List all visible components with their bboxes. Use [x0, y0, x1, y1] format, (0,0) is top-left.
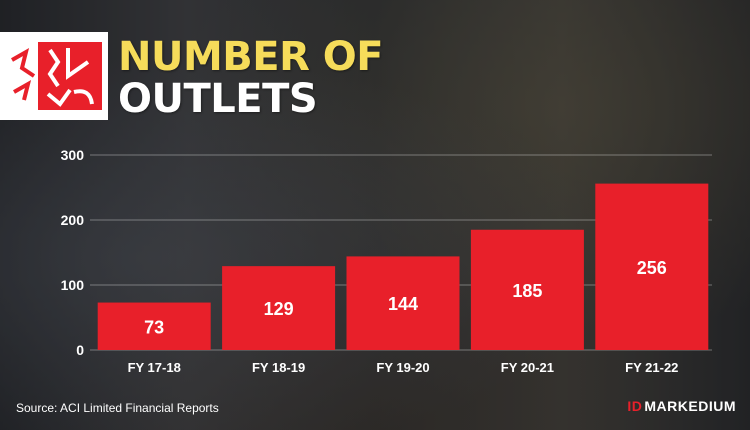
data-label: 144 [388, 294, 418, 314]
data-label: 129 [264, 299, 294, 319]
x-tick-label: FY 21-22 [625, 360, 678, 375]
bar [222, 266, 336, 350]
title-line-2: OUTLETS [118, 76, 318, 122]
y-tick-label: 200 [61, 212, 85, 228]
y-tick-label: 300 [61, 147, 85, 163]
bars [97, 183, 709, 350]
logo [0, 32, 108, 120]
x-tick-label: FY 19-20 [376, 360, 429, 375]
shwapno-logo-icon [11, 42, 102, 110]
chart-title: NUMBER OF OUTLETS [118, 34, 384, 122]
y-tick-label: 0 [76, 342, 84, 358]
bar [346, 256, 460, 350]
bar [97, 302, 211, 350]
source-note: Source: ACI Limited Financial Reports [16, 401, 219, 415]
data-label: 185 [512, 281, 542, 301]
data-label: 256 [637, 258, 667, 278]
brand-name: MARKEDIUM [644, 398, 736, 414]
x-tick-label: FY 18-19 [252, 360, 305, 375]
x-tick-label: FY 20-21 [501, 360, 554, 375]
y-axis-ticks: 0 100 200 300 [61, 147, 85, 358]
brand-mark: ID [627, 398, 643, 414]
brand-watermark: ID MARKEDIUM [627, 398, 736, 414]
bar [595, 183, 709, 350]
x-axis-ticks: FY 17-18 FY 18-19 FY 19-20 FY 20-21 FY 21-22 [128, 360, 679, 375]
title-line-1: NUMBER OF [118, 34, 384, 80]
data-label: 73 [144, 317, 164, 337]
y-tick-label: 100 [61, 277, 85, 293]
x-tick-label: FY 17-18 [128, 360, 181, 375]
data-labels: 73 129 144 185 256 [144, 258, 667, 337]
bar [470, 229, 584, 350]
